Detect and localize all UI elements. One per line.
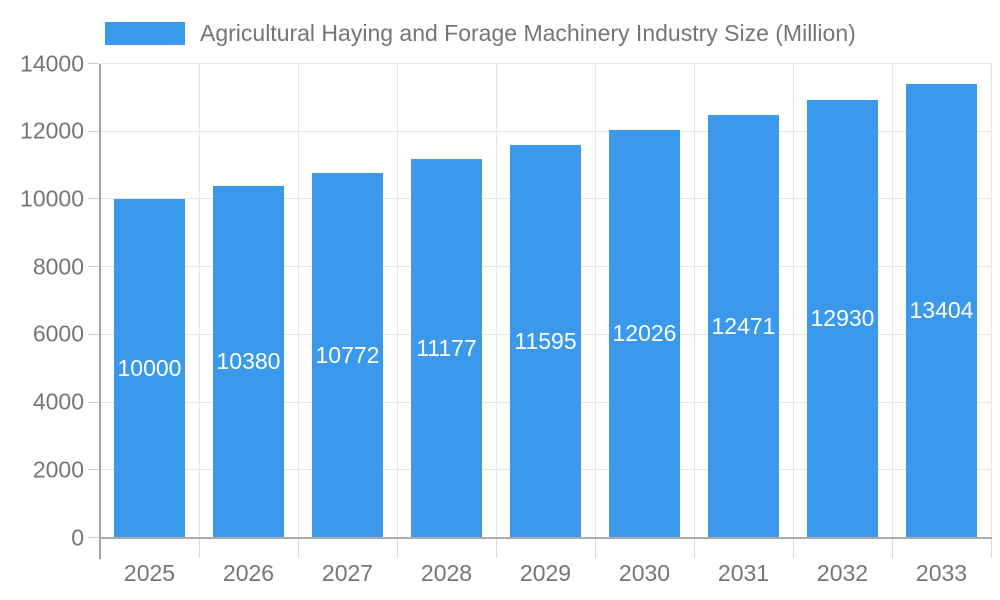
y-axis-tick-label: 6000 <box>32 320 84 347</box>
x-axis-tick <box>495 538 497 558</box>
x-axis-tick <box>396 538 398 558</box>
x-axis-tick-label: 2028 <box>420 559 473 586</box>
x-axis-line <box>99 536 992 539</box>
x-gridline <box>693 63 695 538</box>
y-axis-tick <box>88 333 99 335</box>
bar-2032[interactable]: 12930 <box>807 99 878 538</box>
x-axis-tick-label: 2030 <box>618 559 671 586</box>
y-axis-tick-label: 4000 <box>32 388 84 415</box>
bar-2025[interactable]: 10000 <box>114 198 185 538</box>
x-axis-tick-label: 2031 <box>717 559 770 586</box>
x-axis-tick <box>594 538 596 558</box>
y-axis-tick <box>88 469 99 471</box>
x-gridline <box>495 63 497 538</box>
y-axis-tick <box>88 537 99 538</box>
bar-2030[interactable]: 12026 <box>609 130 680 538</box>
legend-label: Agricultural Haying and Forage Machinery… <box>200 20 856 46</box>
bar-value-label: 10772 <box>315 341 380 368</box>
x-gridline <box>297 63 299 538</box>
bar-value-label: 11177 <box>416 334 477 361</box>
y-gridline <box>100 63 991 64</box>
x-axis-tick-label: 2027 <box>321 559 374 586</box>
y-axis-tick <box>88 401 99 403</box>
x-gridline <box>792 63 794 538</box>
x-axis-tick <box>891 538 893 558</box>
y-axis-tick-label: 12000 <box>20 117 84 144</box>
x-axis-tick-label: 2025 <box>123 559 176 586</box>
x-axis-tick-label: 2033 <box>915 559 968 586</box>
legend-swatch <box>105 22 185 45</box>
y-axis-tick <box>88 198 99 200</box>
bar-value-label: 12026 <box>612 320 677 347</box>
x-axis-tick-label: 2029 <box>519 559 572 586</box>
y-axis-tick-label: 10000 <box>20 185 84 212</box>
bar-value-label: 13404 <box>909 297 974 324</box>
bar-2029[interactable]: 11595 <box>510 144 581 538</box>
x-axis-tick <box>198 538 200 558</box>
bar-2026[interactable]: 10380 <box>213 186 284 538</box>
y-gridline <box>100 130 991 132</box>
bar-2031[interactable]: 12471 <box>708 115 779 538</box>
bar-value-label: 11595 <box>514 327 577 354</box>
bar-2033[interactable]: 13404 <box>906 83 977 538</box>
y-axis-tick <box>88 130 99 132</box>
y-axis-tick-label: 14000 <box>20 50 84 76</box>
x-gridline <box>198 63 200 538</box>
x-axis-tick-label: 2032 <box>816 559 869 586</box>
x-axis-tick <box>990 538 992 558</box>
bar-value-label: 12471 <box>711 312 776 339</box>
y-axis-tick-label: 2000 <box>32 456 84 483</box>
y-axis-tick <box>88 63 99 64</box>
legend-item[interactable]: Agricultural Haying and Forage Machinery… <box>105 20 856 47</box>
x-gridline <box>594 63 596 538</box>
bar-2028[interactable]: 11177 <box>411 159 482 538</box>
bar-value-label: 10380 <box>216 348 281 375</box>
x-axis-tick-label: 2026 <box>222 559 275 586</box>
y-axis-tick-label: 0 <box>71 524 84 550</box>
bar-2027[interactable]: 10772 <box>312 172 383 538</box>
bar-value-label: 10000 <box>117 354 182 381</box>
y-axis-tick-label: 8000 <box>32 253 84 280</box>
y-axis-line <box>99 63 101 559</box>
x-gridline <box>891 63 893 538</box>
y-axis-tick <box>88 266 99 268</box>
x-axis-tick <box>297 538 299 558</box>
x-axis-tick <box>693 538 695 558</box>
bar-value-label: 12930 <box>810 305 875 332</box>
x-gridline <box>396 63 398 538</box>
x-gridline <box>990 63 992 538</box>
x-axis-tick <box>792 538 794 558</box>
